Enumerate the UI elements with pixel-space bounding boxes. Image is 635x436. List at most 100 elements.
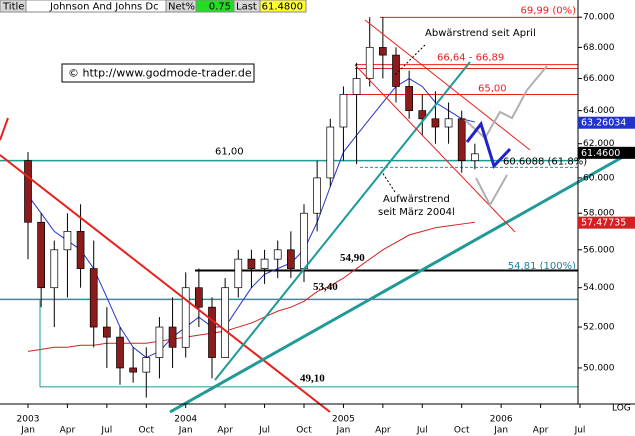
y-tick-label: 50.000 (583, 363, 615, 373)
plot-area (0, 16, 578, 398)
candle-body (379, 47, 387, 56)
header-net-label: Net% (168, 2, 195, 13)
candle-body (313, 177, 321, 214)
last-value-label: 57.47735 (581, 218, 626, 229)
annotation: Aufwärstrend (383, 194, 450, 205)
candle-body (181, 287, 190, 348)
last-value-box (578, 116, 635, 129)
candle-body (63, 231, 72, 251)
y-tick-label: 58.000 (583, 209, 615, 219)
downtrend-line (0, 154, 331, 413)
year-label: 2005 (332, 415, 355, 425)
last-value-box (578, 146, 635, 159)
candle-body (155, 326, 164, 358)
annotation: Abwärstrend seit April (425, 28, 536, 39)
y-tick-label: 54.000 (583, 283, 615, 293)
header: Title Johnson And Johns Dc Net% 0.75 Las… (0, 0, 307, 13)
candle-body (37, 221, 45, 289)
last-value-box (578, 216, 635, 229)
candle-body (195, 287, 203, 308)
y-tick-label: 56.000 (583, 245, 615, 255)
level-label: 54.81 (100%) (508, 261, 576, 272)
forecast-arrow (465, 120, 512, 169)
candle-body (339, 94, 348, 128)
x-tick-label: Apr (533, 426, 549, 436)
uptrend-line (214, 61, 471, 381)
candle-body (24, 160, 32, 223)
x-tick-label: Jan (493, 426, 508, 436)
forecast-line (475, 174, 508, 208)
candle-body (116, 336, 124, 369)
uptrend-line (169, 148, 635, 414)
y-tick-label: 70.000 (583, 13, 615, 23)
last-value-label: 63.26034 (581, 118, 626, 129)
candle-body (287, 249, 295, 269)
copyright: © http://www.godmode-trader.de (68, 67, 252, 80)
copyright-box (61, 63, 255, 83)
level-label: 53,40 (313, 281, 338, 293)
candle-body (365, 47, 374, 79)
candle-body (260, 258, 269, 269)
candle-body (76, 231, 85, 269)
y-tick-label: 64.000 (583, 106, 615, 116)
y-tick-label: 62.000 (583, 139, 615, 149)
forecast-line (464, 65, 548, 140)
candle-body (457, 118, 466, 162)
candle-body (444, 118, 453, 128)
x-tick-label: Oct (454, 426, 470, 436)
x-tick-label: Apr (375, 426, 391, 436)
downtrend-line (0, 117, 9, 141)
last-value-label: 61.4600 (581, 148, 620, 159)
candle-body (431, 118, 440, 128)
year-label: 2003 (17, 415, 40, 425)
level-label: 65,00 (478, 83, 507, 94)
candle-body (352, 78, 361, 95)
header-title-label: Title (2, 2, 24, 13)
annotation-pointer (394, 44, 426, 76)
candle-body (221, 287, 229, 358)
candle-body (418, 110, 427, 120)
level-label: 66,64 - 66,89 (437, 53, 504, 64)
candle-body (208, 306, 216, 358)
header-net: 0.75 (209, 2, 231, 13)
x-tick-label: Oct (296, 426, 312, 436)
x-tick-label: Apr (60, 426, 76, 436)
ma-line (27, 221, 475, 352)
y-tick-label: 66.000 (583, 74, 615, 84)
candle-body (247, 258, 256, 269)
x-tick-label: Jul (416, 426, 428, 436)
header-cell (259, 0, 307, 13)
header-title: Johnson And Johns Dc (49, 2, 159, 13)
candle-body (50, 249, 59, 289)
channel-line (364, 19, 531, 151)
candle-body (300, 212, 308, 269)
level-label: 69,99 (0%) (521, 5, 577, 16)
candle-body (234, 258, 243, 289)
candle-body (392, 54, 400, 87)
candle-body (142, 357, 151, 373)
channel-line (354, 64, 516, 233)
candle-body (103, 326, 111, 338)
year-label: 2004 (174, 415, 197, 425)
candle-body (129, 367, 137, 373)
x-tick-label: Jul (258, 426, 270, 436)
candle-body (273, 249, 282, 260)
x-tick-label: Jan (335, 426, 350, 436)
x-tick-label: Jul (100, 426, 112, 436)
y-tick-label: 68.000 (583, 43, 615, 53)
trend-lines (0, 19, 635, 414)
level-label: 61,00 (215, 147, 244, 158)
level-label: 60.6088 (61.8%) (503, 156, 587, 167)
candle-body (471, 153, 479, 162)
level-label: 49,10 (300, 372, 325, 384)
x-tick-label: Jul (574, 426, 586, 436)
candle-body (89, 268, 98, 328)
y-tick-label: 60.000 (583, 173, 615, 183)
x-tick-label: Apr (217, 426, 233, 436)
x-tick-label: Oct (139, 426, 155, 436)
header-last-label: Last (236, 2, 257, 13)
candle-body (405, 86, 413, 111)
header-last: 61.4800 (262, 2, 303, 13)
scale-label: LOG (612, 404, 631, 414)
